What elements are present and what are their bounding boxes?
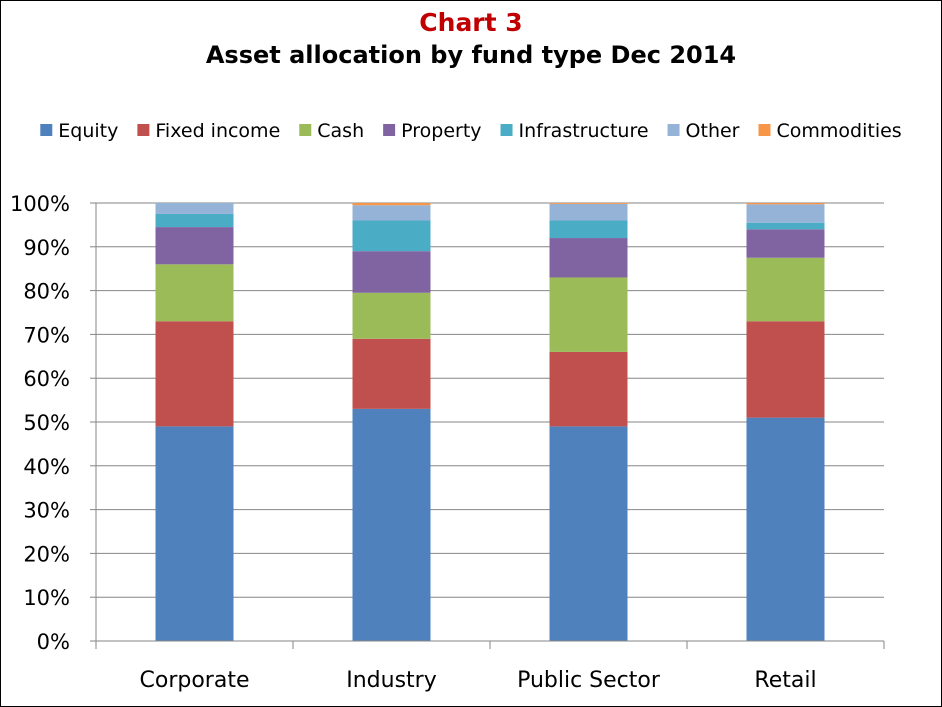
- legend-item-other: Other: [667, 120, 740, 142]
- bar-other-corporate: [155, 203, 234, 214]
- bar-cash-public-sector: [549, 277, 628, 352]
- bar-commodities-public-sector: [549, 203, 628, 204]
- chart-title: Chart 3: [419, 8, 522, 37]
- x-tick-label: Corporate: [140, 668, 250, 693]
- bar-equity-public-sector: [549, 426, 628, 641]
- x-tick-label: Industry: [346, 668, 437, 693]
- legend-item-fixed-income: Fixed income: [137, 120, 280, 142]
- legend-swatch: [137, 124, 150, 136]
- legend-label: Cash: [317, 120, 364, 142]
- legend-item-infrastructure: Infrastructure: [500, 120, 649, 142]
- legend-swatch: [667, 124, 680, 136]
- bar-infrastructure-retail: [746, 222, 825, 230]
- bar-equity-industry: [352, 408, 431, 641]
- bar-fixed-income-corporate: [155, 321, 234, 427]
- bar-property-corporate: [155, 227, 234, 265]
- x-tick-label: Retail: [754, 668, 816, 693]
- bar-other-public-sector: [549, 203, 628, 221]
- legend-label: Property: [401, 120, 481, 142]
- legend-item-equity: Equity: [40, 120, 118, 142]
- bar-equity-corporate: [155, 426, 234, 641]
- bar-infrastructure-industry: [352, 220, 431, 252]
- x-axis-ticks: Corporate Industry Public Sector Retail: [140, 668, 817, 693]
- y-tick-label: 100%: [10, 192, 70, 216]
- axes: [90, 202, 885, 649]
- legend-item-commodities: Commodities: [758, 120, 902, 142]
- legend-swatch: [758, 124, 771, 136]
- legend-item-cash: Cash: [299, 120, 364, 142]
- legend-swatch: [40, 124, 53, 136]
- y-tick-label: 0%: [37, 630, 70, 654]
- bar-infrastructure-public-sector: [549, 220, 628, 239]
- bar-infrastructure-corporate: [155, 213, 234, 228]
- bar-equity-retail: [746, 417, 825, 641]
- bar-other-retail: [746, 204, 825, 223]
- bar-property-public-sector: [549, 238, 628, 278]
- bar-property-industry: [352, 251, 431, 293]
- y-tick-label: 70%: [23, 323, 70, 347]
- bar-cash-retail: [746, 257, 825, 322]
- y-tick-label: 90%: [23, 236, 70, 260]
- legend-swatch: [500, 124, 513, 136]
- legend-label: Equity: [58, 120, 118, 142]
- bar-commodities-retail: [746, 203, 825, 205]
- legend-swatch: [383, 124, 396, 136]
- y-tick-label: 50%: [23, 411, 70, 435]
- bar-other-industry: [352, 205, 431, 221]
- y-tick-label: 30%: [23, 499, 70, 523]
- bar-fixed-income-retail: [746, 321, 825, 418]
- legend-item-property: Property: [383, 120, 482, 142]
- legend-label: Infrastructure: [519, 120, 649, 142]
- legend-label: Commodities: [777, 120, 902, 142]
- bar-fixed-income-industry: [352, 338, 431, 409]
- bar-commodities-industry: [352, 203, 431, 206]
- y-tick-label: 40%: [23, 455, 70, 479]
- bar-property-retail: [746, 229, 825, 258]
- chart-subtitle: Asset allocation by fund type Dec 2014: [206, 41, 736, 69]
- bars: [155, 203, 825, 641]
- y-axis-ticks: 0% 10% 20% 30% 40% 50% 60% 70% 80% 90% 100%: [10, 192, 70, 654]
- bar-cash-industry: [352, 292, 431, 339]
- y-tick-label: 20%: [23, 542, 70, 566]
- legend-label: Other: [686, 120, 740, 142]
- bar-cash-corporate: [155, 264, 234, 322]
- legend-label: Fixed income: [155, 120, 280, 142]
- legend-swatch: [299, 124, 312, 136]
- y-tick-label: 80%: [23, 280, 70, 304]
- bar-fixed-income-public-sector: [549, 351, 628, 427]
- y-tick-label: 60%: [23, 367, 70, 391]
- x-tick-label: Public Sector: [517, 668, 661, 693]
- legend: Equity Fixed income Cash Property Infrastruc…: [40, 120, 902, 142]
- y-tick-label: 10%: [23, 586, 70, 610]
